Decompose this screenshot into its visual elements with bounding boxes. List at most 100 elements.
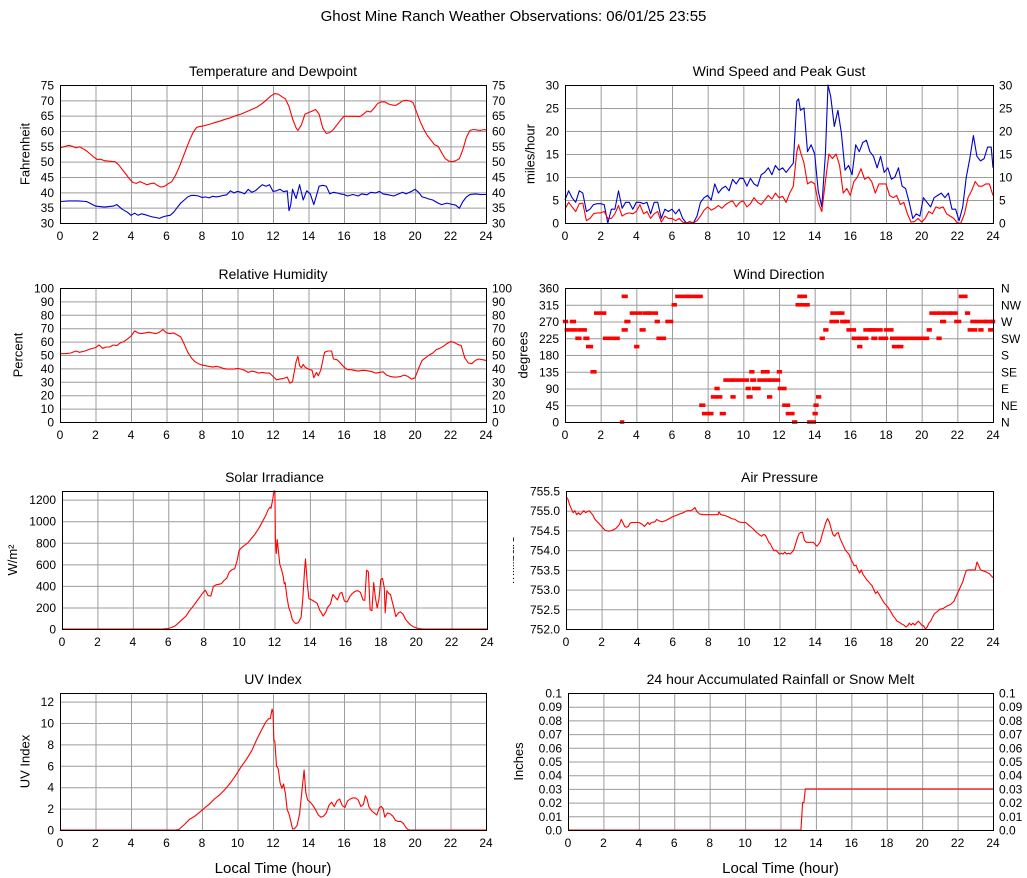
svg-text:4: 4 <box>128 836 135 850</box>
svg-text:10: 10 <box>492 402 506 416</box>
svg-text:22: 22 <box>951 229 965 243</box>
svg-text:0: 0 <box>57 229 64 243</box>
svg-text:2: 2 <box>92 428 99 442</box>
svg-text:200: 200 <box>36 601 56 615</box>
svg-text:755.0: 755.0 <box>530 504 560 518</box>
svg-text:Percent: Percent <box>10 332 25 377</box>
svg-text:N: N <box>1001 416 1010 430</box>
svg-text:0.01: 0.01 <box>999 810 1023 824</box>
svg-text:4: 4 <box>633 428 640 442</box>
svg-text:22: 22 <box>444 229 458 243</box>
svg-text:18: 18 <box>373 229 387 243</box>
svg-text:16: 16 <box>337 836 351 850</box>
svg-text:S: S <box>1001 349 1009 363</box>
svg-text:18: 18 <box>879 428 893 442</box>
svg-text:6: 6 <box>163 836 170 850</box>
svg-text:10: 10 <box>41 402 55 416</box>
svg-text:Temperature and Dewpoint: Temperature and Dewpoint <box>189 63 357 79</box>
svg-text:14: 14 <box>808 428 822 442</box>
svg-text:2: 2 <box>92 229 99 243</box>
svg-text:18: 18 <box>879 229 893 243</box>
svg-text:270: 270 <box>539 315 559 329</box>
svg-text:8: 8 <box>199 836 206 850</box>
svg-text:50: 50 <box>492 349 506 363</box>
svg-text:752.0: 752.0 <box>530 623 560 637</box>
svg-text:75: 75 <box>492 79 506 93</box>
svg-text:NE: NE <box>1001 399 1018 413</box>
svg-text:0: 0 <box>562 229 569 243</box>
svg-text:12: 12 <box>772 428 786 442</box>
svg-text:6: 6 <box>163 428 170 442</box>
svg-text:0.06: 0.06 <box>999 741 1023 755</box>
svg-text:0: 0 <box>492 416 499 430</box>
svg-text:65: 65 <box>492 109 506 123</box>
svg-text:20: 20 <box>999 125 1013 139</box>
air-pressure-chart: 752.0 752.5 753.0 753.5 754.0 754.5 755.0 755.5… <box>513 469 1000 649</box>
svg-text:753.5: 753.5 <box>530 563 560 577</box>
svg-text:30: 30 <box>999 79 1013 93</box>
svg-text:degrees: degrees <box>515 331 530 378</box>
svg-text:UV Index: UV Index <box>18 734 33 788</box>
svg-text:0: 0 <box>47 824 54 838</box>
svg-text:5: 5 <box>552 194 559 208</box>
svg-text:6: 6 <box>669 428 676 442</box>
svg-text:225: 225 <box>539 332 559 346</box>
svg-text:15: 15 <box>546 148 560 162</box>
svg-text:10: 10 <box>546 171 560 185</box>
svg-text:14: 14 <box>808 229 822 243</box>
svg-text:12: 12 <box>266 229 280 243</box>
svg-text:16: 16 <box>337 428 351 442</box>
svg-text:16: 16 <box>844 635 858 649</box>
svg-text:0: 0 <box>562 428 569 442</box>
svg-text:8: 8 <box>199 428 206 442</box>
svg-text:0.1: 0.1 <box>999 687 1016 701</box>
svg-text:2: 2 <box>92 836 99 850</box>
svg-text:SW: SW <box>1001 332 1021 346</box>
svg-text:752.5: 752.5 <box>530 603 560 617</box>
svg-text:30: 30 <box>492 375 506 389</box>
svg-text:18: 18 <box>374 635 388 649</box>
svg-text:1200: 1200 <box>29 493 56 507</box>
svg-text:0.0: 0.0 <box>545 824 562 838</box>
svg-text:0.05: 0.05 <box>999 755 1023 769</box>
svg-text:753.0: 753.0 <box>530 583 560 597</box>
svg-text:22: 22 <box>951 836 965 850</box>
svg-text:8: 8 <box>200 635 207 649</box>
svg-text:0.07: 0.07 <box>539 728 563 742</box>
svg-text:20: 20 <box>915 635 929 649</box>
svg-text:0.0: 0.0 <box>999 824 1016 838</box>
svg-text:180: 180 <box>539 349 559 363</box>
svg-text:35: 35 <box>41 201 55 215</box>
svg-text:0.09: 0.09 <box>999 700 1023 714</box>
svg-text:20: 20 <box>41 389 55 403</box>
svg-text:20: 20 <box>492 389 506 403</box>
svg-text:4: 4 <box>47 781 54 795</box>
svg-text:12: 12 <box>774 836 788 850</box>
svg-text:12: 12 <box>266 836 280 850</box>
svg-text:30: 30 <box>546 79 560 93</box>
svg-text:0.06: 0.06 <box>539 741 563 755</box>
svg-text:50: 50 <box>41 155 55 169</box>
svg-text:16: 16 <box>844 428 858 442</box>
svg-text:40: 40 <box>41 186 55 200</box>
rainfall-chart: 0.0 0.00.01 0.010.02 0.020.03 0.030.04 0.040.… <box>513 671 1023 877</box>
svg-text:0: 0 <box>563 635 570 649</box>
svg-text:754.0: 754.0 <box>530 544 560 558</box>
svg-text:0: 0 <box>47 416 54 430</box>
svg-text:Local Time (hour): Local Time (hour) <box>215 860 332 877</box>
svg-text:20: 20 <box>408 229 422 243</box>
svg-text:16: 16 <box>845 836 859 850</box>
svg-text:60: 60 <box>492 125 506 139</box>
svg-text:800: 800 <box>36 536 56 550</box>
svg-text:4: 4 <box>634 635 641 649</box>
svg-text:360: 360 <box>539 282 559 296</box>
svg-text:755.5: 755.5 <box>530 485 560 499</box>
svg-text:10: 10 <box>41 716 55 730</box>
svg-text:10: 10 <box>737 428 751 442</box>
svg-text:2: 2 <box>597 428 604 442</box>
svg-text:0.04: 0.04 <box>539 769 563 783</box>
svg-text:Inches: Inches <box>513 742 526 781</box>
svg-text:100: 100 <box>492 282 512 296</box>
svg-text:24: 24 <box>479 836 493 850</box>
